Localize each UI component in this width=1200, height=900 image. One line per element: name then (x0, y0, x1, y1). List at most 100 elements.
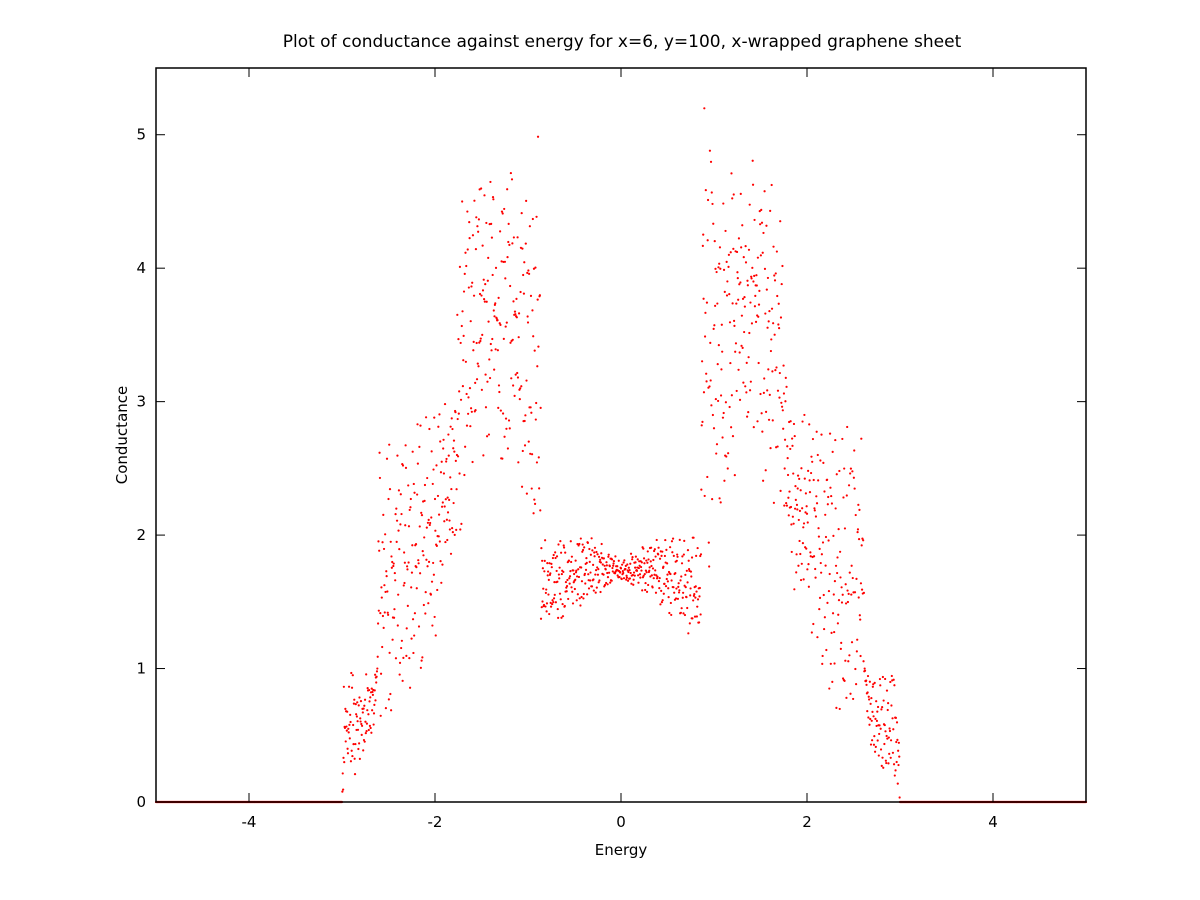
data-point (513, 310, 517, 313)
data-point (618, 575, 621, 579)
data-point (839, 647, 842, 650)
data-point (890, 704, 893, 707)
data-point (738, 351, 741, 354)
data-point (717, 266, 720, 269)
data-point (485, 221, 488, 225)
data-point (711, 413, 714, 417)
data-point (837, 598, 841, 602)
data-point (767, 320, 770, 323)
data-point (345, 725, 348, 728)
data-point (696, 546, 699, 550)
data-point (732, 193, 735, 196)
data-point (816, 453, 819, 457)
data-point (847, 592, 850, 596)
data-point (771, 370, 774, 373)
data-point (514, 313, 517, 316)
data-point (503, 260, 507, 263)
data-point (748, 203, 751, 206)
data-point (405, 627, 408, 630)
data-point (737, 368, 740, 371)
data-point (383, 584, 386, 587)
data-point (820, 433, 823, 436)
data-point (343, 761, 346, 764)
data-point (733, 324, 736, 327)
data-point (610, 558, 614, 561)
data-point (369, 696, 372, 699)
data-point (430, 450, 433, 453)
data-point (636, 558, 639, 561)
data-point (754, 294, 757, 297)
data-point (449, 552, 453, 555)
data-point (843, 527, 847, 530)
data-point (807, 563, 810, 566)
data-point (600, 552, 603, 555)
data-point (824, 535, 828, 539)
data-point (389, 692, 392, 696)
data-point (539, 406, 542, 409)
data-point (814, 576, 817, 579)
data-point (862, 539, 865, 542)
data-point (640, 561, 643, 564)
data-point (778, 327, 781, 330)
data-point (583, 546, 586, 549)
data-point (351, 674, 354, 677)
data-point (862, 591, 866, 595)
data-point (475, 378, 479, 381)
data-point (611, 570, 614, 573)
data-point (512, 300, 515, 303)
data-point (497, 296, 500, 300)
data-point (838, 707, 841, 711)
data-point (581, 548, 585, 552)
data-point (727, 253, 730, 256)
data-point (655, 538, 658, 542)
data-point (708, 565, 711, 568)
data-point (846, 425, 849, 429)
data-point (605, 561, 608, 564)
data-point (843, 467, 846, 470)
data-point (611, 566, 614, 570)
data-point (859, 654, 862, 658)
data-point (629, 552, 633, 555)
data-point (620, 577, 623, 581)
data-point (876, 705, 880, 709)
data-point (879, 727, 882, 730)
data-point (684, 573, 687, 576)
data-point (430, 580, 434, 583)
data-point (832, 534, 835, 537)
data-point (792, 472, 795, 475)
data-point (603, 564, 606, 567)
data-point (358, 742, 361, 745)
data-point (472, 294, 476, 297)
data-point (532, 512, 535, 515)
data-point (700, 424, 703, 427)
data-point (664, 585, 668, 588)
data-point (388, 651, 391, 654)
data-point (435, 544, 438, 547)
data-point (379, 714, 382, 717)
data-point (461, 200, 464, 203)
data-point (577, 568, 580, 571)
data-point (634, 555, 637, 558)
data-point (474, 381, 477, 384)
data-point (393, 571, 396, 575)
data-point (417, 559, 420, 562)
data-point (431, 482, 434, 486)
data-point (764, 469, 767, 472)
data-point (698, 586, 701, 590)
data-point (792, 522, 795, 525)
data-point (478, 341, 481, 344)
data-point (433, 497, 437, 501)
data-point (705, 372, 708, 375)
data-point (467, 286, 470, 289)
data-point (674, 572, 677, 575)
data-point (443, 520, 446, 523)
data-point (716, 363, 719, 366)
data-point (789, 447, 792, 451)
data-point (790, 550, 793, 554)
data-point (622, 577, 626, 580)
data-point (683, 539, 686, 542)
data-point (827, 589, 831, 593)
data-point (746, 279, 749, 282)
data-point (437, 513, 441, 516)
data-point (400, 512, 403, 516)
